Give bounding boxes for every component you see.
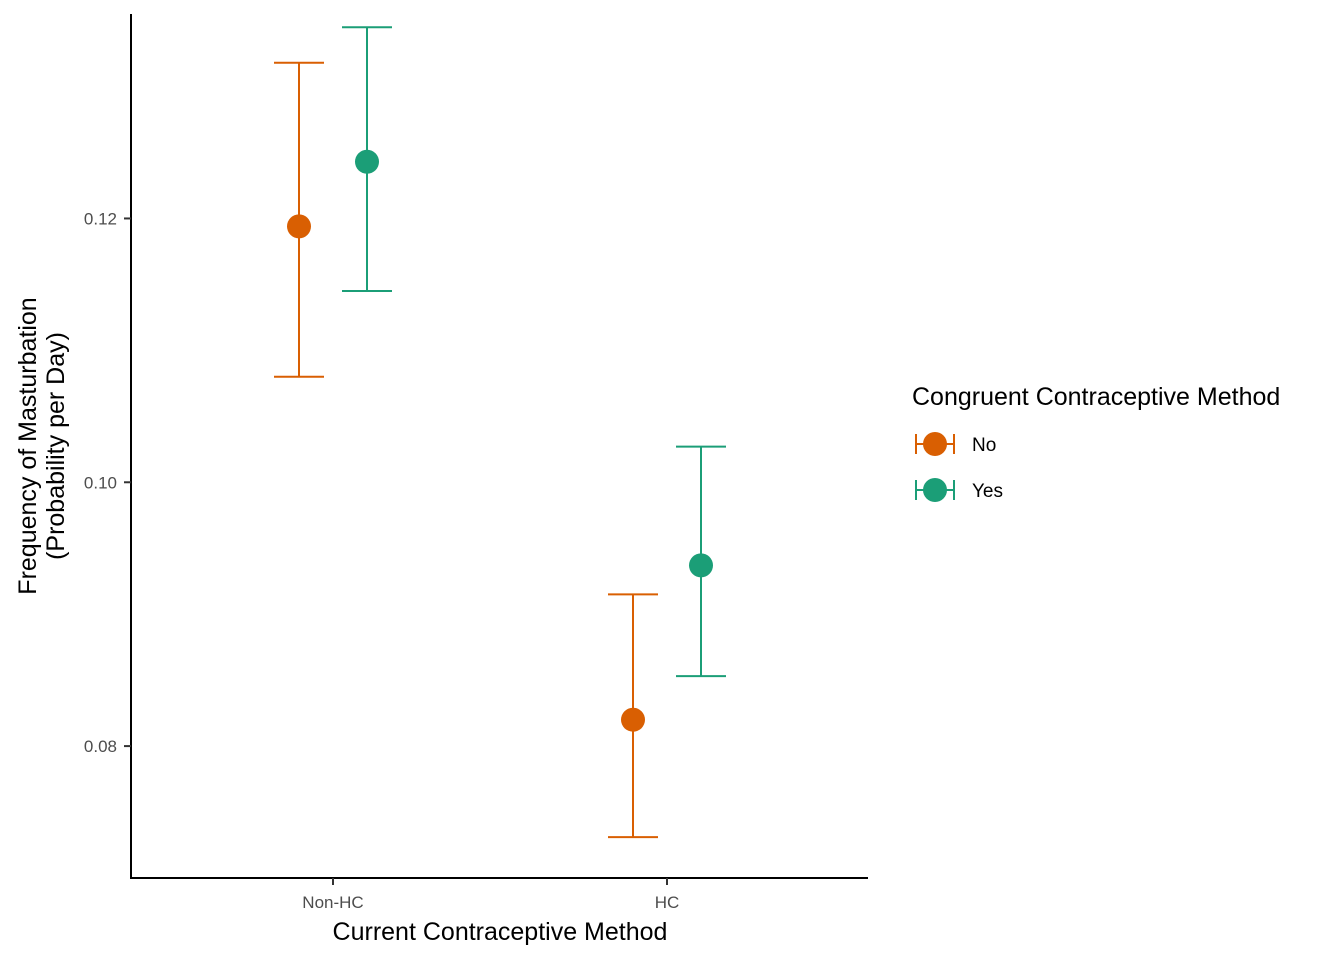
point-no-hc: [621, 707, 645, 732]
y-tick-label: 0.10: [84, 473, 117, 492]
legend-items: No Yes: [915, 432, 1003, 502]
x-tick-label: HC: [655, 893, 680, 912]
legend-title: Congruent Contraceptive Method: [912, 383, 1280, 411]
legend-key-point: [923, 478, 947, 502]
y-tick-label: 0.12: [84, 209, 117, 228]
y-ticks: 0.08 0.10 0.12: [84, 209, 131, 756]
y-axis-title-line2: (Probability per Day): [42, 332, 70, 560]
legend-item-yes: Yes: [915, 478, 1003, 502]
point-yes-non-hc: [355, 149, 379, 174]
plot-marks: [274, 26, 726, 839]
legend-item-no: No: [915, 432, 996, 456]
point-no-non-hc: [287, 214, 311, 239]
legend-label: No: [972, 435, 996, 456]
legend-label: Yes: [972, 481, 1003, 502]
y-tick-label: 0.08: [84, 737, 117, 756]
x-tick-label: Non-HC: [302, 893, 363, 912]
legend-key-point: [923, 432, 947, 456]
point-yes-hc: [689, 553, 713, 578]
legend: Congruent Contraceptive Method No Yes: [912, 383, 1280, 502]
y-axis-title-line1: Frequency of Masturbation: [14, 297, 42, 594]
x-axis-title: Current Contraceptive Method: [333, 918, 668, 946]
x-ticks: Non-HC HC: [302, 878, 679, 912]
